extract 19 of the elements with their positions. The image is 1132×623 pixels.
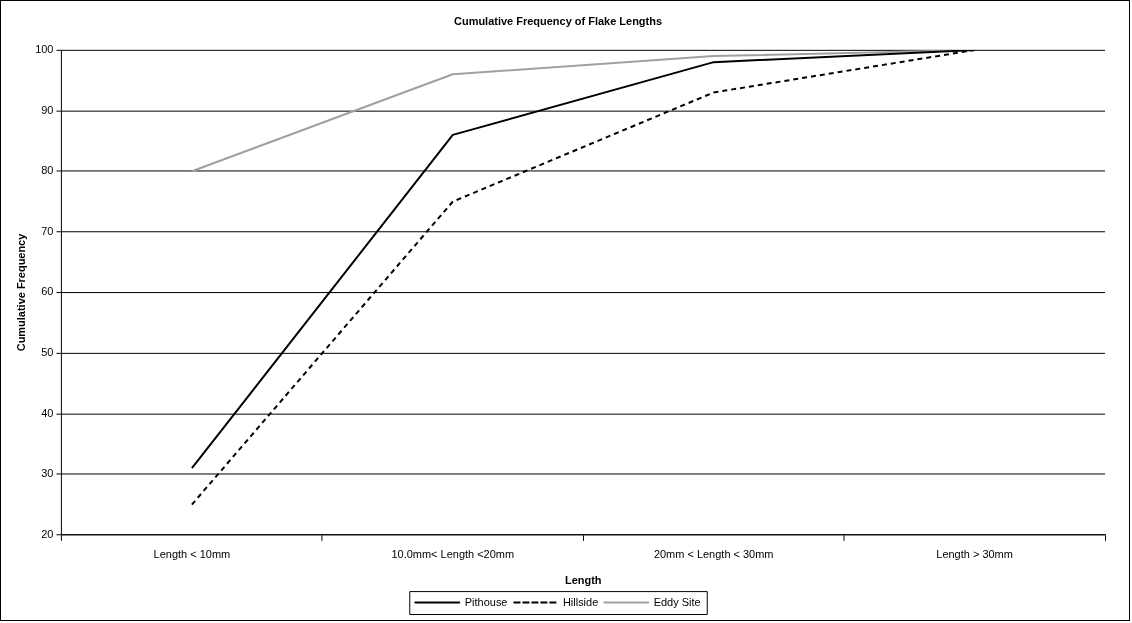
y-tick-label: 20 — [41, 527, 54, 540]
y-axis-title: Cumulative Frequency — [14, 232, 27, 352]
legend-label: Pithouse — [464, 595, 508, 608]
y-tick-label: 80 — [41, 164, 54, 177]
chart-title: Cumulative Frequency of Flake Lengths — [454, 14, 663, 27]
x-axis-title: Length — [564, 573, 602, 586]
x-tick-label: Length < 10mm — [153, 548, 231, 561]
y-tick-label: 30 — [41, 467, 54, 480]
y-tick-label: 90 — [41, 103, 54, 116]
x-tick-label: 10.0mm< Length <20mm — [391, 548, 515, 561]
x-tick-label: Length > 30mm — [936, 548, 1013, 561]
y-tick-label: 40 — [41, 406, 54, 419]
y-tick-label: 100 — [35, 43, 54, 56]
y-tick-label: 50 — [41, 346, 54, 359]
x-tick-label: 20mm < Length < 30mm — [653, 548, 774, 561]
y-tick-label: 60 — [41, 285, 54, 298]
legend-label: Hillside — [562, 595, 599, 608]
y-tick-label: 70 — [41, 224, 54, 237]
legend-label: Eddy Site — [653, 595, 701, 608]
